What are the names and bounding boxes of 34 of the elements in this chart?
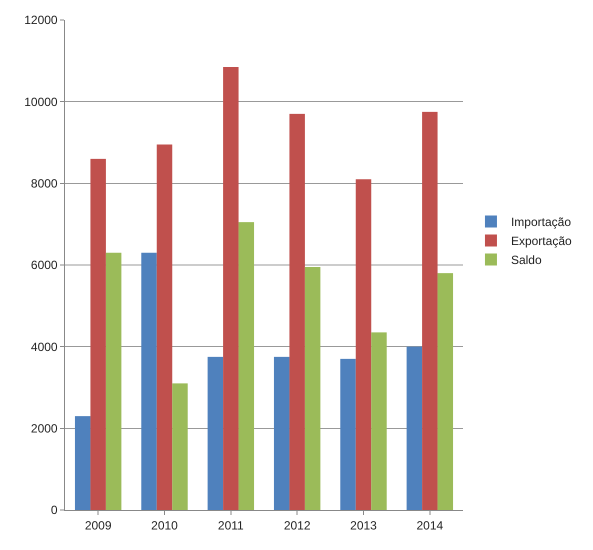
- bar: [289, 114, 305, 510]
- bar: [356, 179, 372, 510]
- y-tick-label: 10000: [24, 94, 58, 109]
- bar: [304, 267, 320, 510]
- bar: [340, 358, 356, 510]
- bar: [422, 112, 438, 510]
- x-tick-label: 2013: [350, 518, 378, 532]
- bar: [438, 273, 454, 510]
- legend-label: Saldo: [510, 253, 542, 268]
- x-tick-label: 2009: [84, 518, 112, 532]
- y-tick-label: 0: [50, 503, 58, 518]
- y-tick-label: 12000: [24, 13, 58, 28]
- legend-label: Importação: [510, 215, 572, 230]
- bar: [406, 346, 422, 510]
- y-tick-label: 2000: [30, 422, 58, 436]
- y-tick-label: 8000: [30, 176, 58, 191]
- x-tick-label: 2011: [218, 518, 244, 532]
- bar: [106, 252, 122, 510]
- bar: [274, 356, 290, 510]
- x-tick-label: 2014: [416, 518, 444, 532]
- bar: [156, 144, 172, 510]
- y-tick-label: 4000: [30, 340, 58, 354]
- bar: [74, 416, 90, 510]
- y-tick-label: 6000: [30, 258, 58, 272]
- bar: [141, 252, 157, 510]
- bar: [208, 356, 224, 510]
- bar: [172, 383, 188, 510]
- bar: [238, 222, 254, 510]
- legend-label: Exportação: [510, 234, 572, 248]
- bar: [371, 332, 387, 510]
- x-tick-label: 2010: [151, 518, 178, 532]
- x-tick-label: 2012: [284, 518, 311, 532]
- bar: [90, 158, 106, 510]
- bar: [223, 66, 239, 510]
